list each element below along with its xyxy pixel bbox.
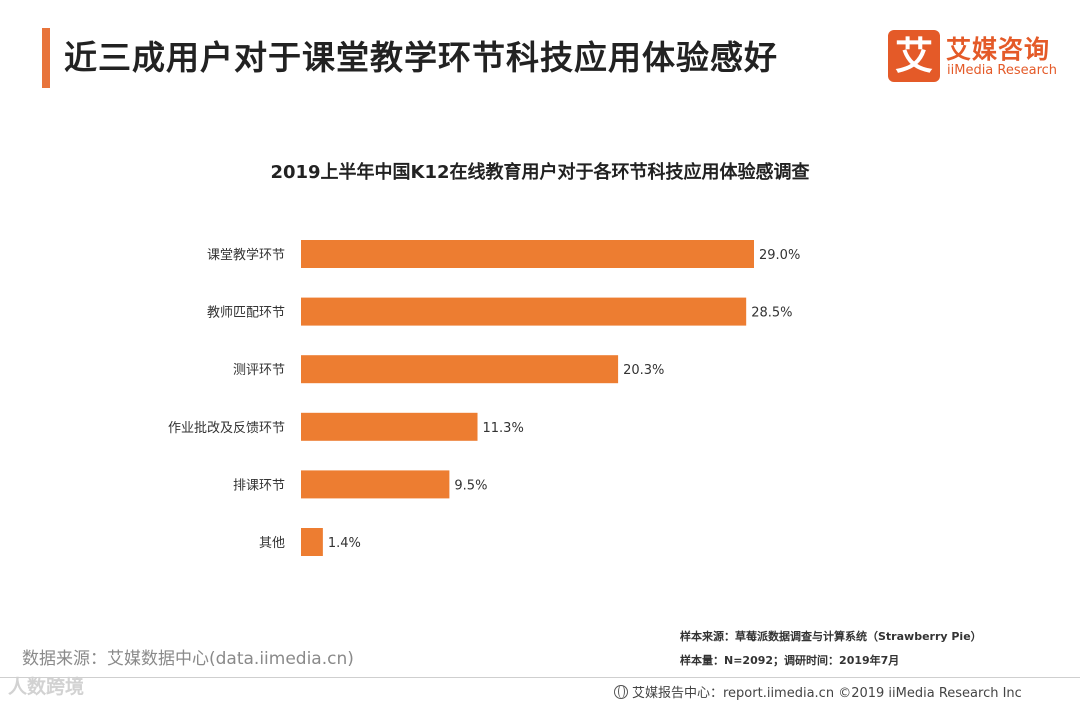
category-label: 教师匹配环节: [207, 305, 285, 321]
data-source: 数据来源：艾媒数据中心(data.iimedia.cn): [22, 649, 354, 669]
footer-text: 艾媒报告中心：report.iimedia.cn ©2019 iiMedia R…: [632, 686, 1022, 701]
sample-size-note: 样本量：N=2092；调研时间：2019年7月: [680, 654, 900, 667]
bar: [301, 240, 754, 268]
bar: [301, 412, 478, 441]
category-label: 测评环节: [233, 363, 285, 378]
bar: [301, 355, 619, 384]
category-label: 其他: [259, 536, 285, 551]
page-title: 近三成用户对于课堂教学环节科技应用体验感好: [64, 38, 778, 77]
sample-source-note: 样本来源：草莓派数据调查与计算系统（Strawberry Pie）: [680, 630, 982, 643]
title-accent-bar: [42, 28, 50, 88]
brand-logo: 艾 艾媒咨询 iiMedia Research: [888, 30, 1068, 82]
logo-name-en: iiMedia Research: [947, 63, 1058, 78]
watermark: 人数跨境: [8, 676, 85, 698]
footer: 艾媒报告中心：report.iimedia.cn ©2019 iiMedia R…: [614, 682, 1022, 701]
globe-icon: [614, 685, 628, 699]
logo-mark: 艾: [888, 30, 940, 82]
bar: [301, 528, 323, 556]
footer-divider: [0, 677, 1080, 678]
bar: [301, 470, 450, 499]
chart-title: 2019上半年中国K12在线教育用户对于各环节科技应用体验感调查: [270, 162, 810, 183]
value-label: 28.5%: [751, 306, 792, 321]
category-label: 作业批改及反馈环节: [168, 421, 285, 436]
value-label: 20.3%: [623, 363, 664, 378]
category-label: 排课环节: [233, 478, 285, 493]
bar: [301, 297, 747, 326]
bar-chart: 课堂教学环节 29.0% 教师匹配环节 28.5% 测评环节 20.3% 作业批改及反馈环节…: [168, 240, 800, 556]
value-label: 1.4%: [328, 536, 361, 551]
value-label: 9.5%: [454, 478, 487, 493]
category-label: 课堂教学环节: [207, 247, 285, 263]
value-label: 29.0%: [759, 248, 800, 263]
logo-name-cn: 艾媒咨询: [946, 35, 1051, 64]
value-label: 11.3%: [483, 421, 524, 436]
